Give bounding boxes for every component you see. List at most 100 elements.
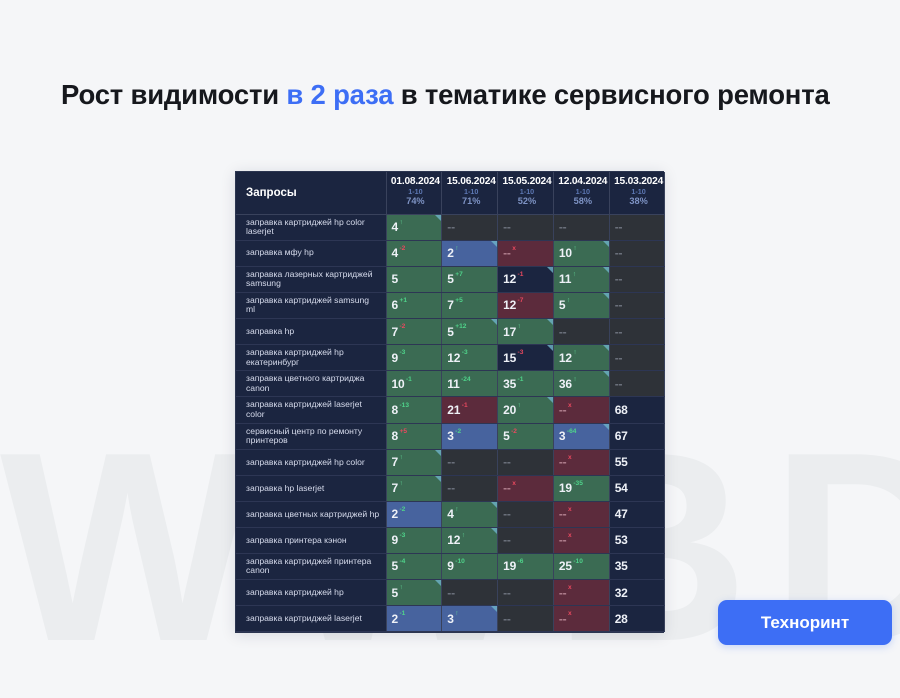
rank-cell[interactable]: 5 -4 (386, 553, 443, 581)
table-row[interactable]: заправка картриджей принтера canon 5 -4 9 -1… (236, 553, 666, 581)
column-header-queries[interactable]: Запросы (236, 172, 387, 215)
rank-cell[interactable]: 35 -1 (497, 370, 554, 398)
rank-cell[interactable]: 7 -2 (386, 318, 443, 346)
rank-cell[interactable]: 19 -35 (553, 475, 610, 502)
table-row[interactable]: заправка картриджей hp color 7 ↑ -- -- -- x 55 (236, 449, 666, 476)
rank-cell[interactable]: 53 (609, 527, 666, 554)
rank-cell[interactable]: -- x (553, 605, 610, 632)
rank-cell[interactable]: 36 ↑ (553, 370, 610, 398)
rank-cell[interactable]: -- (609, 344, 666, 372)
rank-cell[interactable]: -- (497, 527, 554, 554)
table-row[interactable]: заправка цветного картриджа canon 10 -1 11-… (236, 370, 666, 398)
rank-cell[interactable]: 10 -1 (386, 370, 443, 398)
rank-cell[interactable]: 4 ↑ (441, 501, 499, 528)
rank-cell[interactable]: -- (609, 240, 666, 267)
table-row[interactable]: заправка картриджей hp 5 ↑ -- -- -- x 32 (236, 579, 666, 606)
table-row[interactable]: заправка картриджей samsung ml 6 +1 7 +5 12 -7… (236, 292, 666, 320)
rank-cell[interactable]: -- (553, 214, 610, 241)
table-row[interactable]: заправка картриджей laserjet 2 -1 3 ↑ -- -- x 28 (236, 605, 666, 632)
rank-cell[interactable]: -- x (497, 475, 554, 502)
rank-cell[interactable]: 11 ↑ (553, 266, 610, 293)
rank-cell[interactable]: 8 +5 (386, 423, 443, 450)
column-header-date-1[interactable]: 15.06.2024 1-10 71% (441, 172, 499, 215)
rank-cell[interactable]: 21 -1 (441, 396, 499, 424)
rank-cell[interactable]: 12 -7 (497, 292, 554, 320)
rank-cell[interactable]: 35 (609, 553, 666, 581)
table-row[interactable]: сервисный центр по ремонту принтеров 8 +5 3… (236, 423, 666, 450)
rank-cell[interactable]: 19 -6 (497, 553, 554, 581)
rank-cell[interactable]: 2 ↑ (441, 240, 499, 267)
rank-cell[interactable]: -- (497, 501, 554, 528)
column-header-date-4[interactable]: 15.03.2024 1-10 38% (609, 172, 666, 215)
rank-cell[interactable]: -- (609, 370, 666, 398)
rank-cell[interactable]: -- (553, 318, 610, 346)
column-header-date-2[interactable]: 15.05.2024 1-10 52% (497, 172, 554, 215)
rank-cell[interactable]: 12 -1 (497, 266, 554, 293)
rank-cell[interactable]: 9 -3 (386, 527, 443, 554)
rank-cell[interactable]: -- (609, 318, 666, 346)
rank-cell[interactable]: 47 (609, 501, 666, 528)
rank-cell[interactable]: 5 ↑ (386, 579, 443, 606)
rank-cell[interactable]: 5 ↑ (553, 292, 610, 320)
column-header-date-3[interactable]: 12.04.2024 1-10 58% (553, 172, 610, 215)
table-row[interactable]: заправка лазерных картриджей samsung 5 5 +7… (236, 266, 666, 293)
rank-cell[interactable]: 20 ↑ (497, 396, 554, 424)
rank-cell[interactable]: 10 ↑ (553, 240, 610, 267)
rank-cell[interactable]: -- (441, 449, 499, 476)
rank-cell[interactable]: 17 ↑ (497, 318, 554, 346)
rank-cell[interactable]: 4 ↑ (386, 214, 443, 241)
rank-cell[interactable]: 9 -3 (386, 344, 443, 372)
rank-cell[interactable]: 25 -10 (553, 553, 610, 581)
rank-cell[interactable]: 5 (386, 266, 443, 293)
rank-cell[interactable]: 68 (609, 396, 666, 424)
rank-cell[interactable]: 2 -2 (386, 501, 443, 528)
table-row[interactable]: заправка картриджей laserjet color 8 -13 21… (236, 396, 666, 424)
table-row[interactable]: заправка hp laserjet 7 ↑ -- -- x 19 -35 54 (236, 475, 666, 502)
rank-cell[interactable]: 28 (609, 605, 666, 632)
rank-cell[interactable]: -- x (497, 240, 554, 267)
rank-cell[interactable]: -- (497, 449, 554, 476)
rank-cell[interactable]: 9 -10 (441, 553, 499, 581)
rank-cell[interactable]: 67 (609, 423, 666, 450)
table-row[interactable]: заправка цветных картриджей hp 2 -2 4 ↑ -- -- x… (236, 501, 666, 528)
rank-cell[interactable]: -- x (553, 449, 610, 476)
rank-cell[interactable]: 8 -13 (386, 396, 443, 424)
table-row[interactable]: заправка картриджей hp color laserjet 4 ↑ -… (236, 214, 666, 241)
rank-cell[interactable]: -- (497, 214, 554, 241)
rank-cell[interactable]: -- (609, 292, 666, 320)
rank-cell[interactable]: 5 +7 (441, 266, 499, 293)
rank-cell[interactable]: -- x (553, 396, 610, 424)
rank-cell[interactable]: 7 +5 (441, 292, 499, 320)
rank-cell[interactable]: 7 ↑ (386, 475, 443, 502)
rank-cell[interactable]: 3 -2 (441, 423, 499, 450)
column-header-date-0[interactable]: 01.08.2024 1-10 74% (386, 172, 443, 215)
rank-cell[interactable]: 7 ↑ (386, 449, 443, 476)
table-row[interactable]: заправка hp 7 -2 5 +12 17 ↑ -- -- (236, 318, 666, 346)
rank-cell[interactable]: -- (497, 605, 554, 632)
rank-cell[interactable]: 5 +12 (441, 318, 499, 346)
rank-cell[interactable]: 4 -2 (386, 240, 443, 267)
cta-button[interactable]: Техноринт (718, 600, 892, 645)
rank-cell[interactable]: -- (441, 475, 499, 502)
rank-cell[interactable]: 15 -3 (497, 344, 554, 372)
rank-cell[interactable]: 12 ↑ (553, 344, 610, 372)
rank-cell[interactable]: 32 (609, 579, 666, 606)
rank-cell[interactable]: 11 -24 (441, 370, 499, 398)
rank-cell[interactable]: 12 ↑ (441, 527, 499, 554)
rank-cell[interactable]: 54 (609, 475, 666, 502)
rank-cell[interactable]: -- (609, 214, 666, 241)
rank-cell[interactable]: -- x (553, 579, 610, 606)
table-row[interactable]: заправка мфу hp 4 -2 2 ↑ -- x 10 ↑ -- (236, 240, 666, 267)
rank-cell[interactable]: 12 -3 (441, 344, 499, 372)
rank-cell[interactable]: 5 -2 (497, 423, 554, 450)
rank-cell[interactable]: 3 ↑ (441, 605, 499, 632)
rank-cell[interactable]: 6 +1 (386, 292, 443, 320)
rank-cell[interactable]: -- (609, 266, 666, 293)
rank-cell[interactable]: -- (441, 579, 499, 606)
rank-cell[interactable]: -- (497, 579, 554, 606)
table-row[interactable]: заправка картриджей hp екатеринбург 9 -3 12… (236, 344, 666, 372)
rank-cell[interactable]: 2 -1 (386, 605, 443, 632)
rank-cell[interactable]: 55 (609, 449, 666, 476)
rank-cell[interactable]: -- x (553, 501, 610, 528)
table-row[interactable]: заправка принтера кэнон 9 -3 12 ↑ -- -- x 53 (236, 527, 666, 554)
